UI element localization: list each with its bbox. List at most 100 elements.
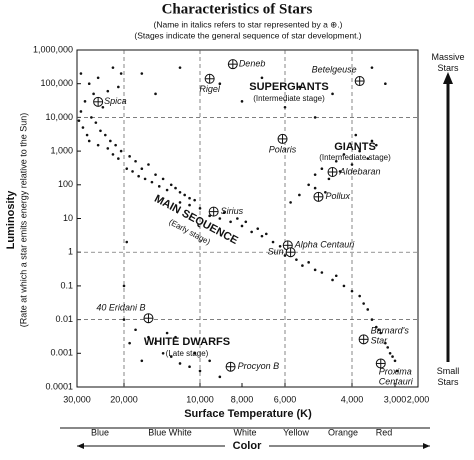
star-dot [147,335,150,339]
star-dot [358,149,361,153]
star-dot [250,230,253,234]
star-dot [240,100,244,103]
y-tick-label: 0.0001 [45,381,73,391]
star-dot [350,163,354,166]
star-dot [134,159,137,163]
star-dot [117,85,120,89]
star-dot [289,201,292,204]
y-tick-label: 10,000 [45,112,73,122]
y-axis-sublabel: (Rate at which a star emits energy relat… [18,113,28,328]
star-dot [101,105,105,109]
star-dot [122,318,126,321]
star-dot [83,100,87,103]
star-dot [395,369,399,373]
star-dot [334,274,338,278]
star-dot [354,133,358,137]
star-dot [260,234,264,238]
region-label: WHITE DWARFS [144,336,230,348]
star-dot [327,177,331,181]
star-dot [131,170,134,173]
star-dot [96,143,100,147]
star-dot [137,174,140,178]
star-dot [218,375,222,379]
star-label: Alpha Centauri [294,240,356,250]
star-label: Sun [268,247,284,257]
x-tick-label: 6,000 [274,394,297,404]
star-dot [384,82,387,85]
star-dot [122,284,126,288]
color-name: Blue White [148,427,192,437]
named-star [327,166,338,177]
star-dot [77,119,81,122]
star-dot [244,220,248,224]
star-dot [178,362,182,365]
named-star [358,334,369,345]
star-dot [81,126,85,129]
star-dot [278,244,282,248]
star-label: Polaris [269,144,297,154]
star-dot [169,355,173,358]
star-dot [134,328,137,332]
star-dot [85,133,89,137]
named-star [227,59,238,70]
star-dot [384,341,387,345]
star-label: Proxima Centauri [379,367,414,387]
star-dot [313,116,317,119]
star-dot [236,217,239,220]
star-dot [174,335,177,339]
star-dot [307,183,310,187]
star-dot [374,325,378,329]
star-dot [104,133,107,137]
star-dot [350,289,354,293]
star-dot [106,89,110,93]
star-dot [331,278,334,282]
star-dot [90,116,93,119]
x-tick-label: 20,000 [110,394,138,404]
mass-label: Massive Stars [431,52,464,73]
y-axis-label: Luminosity [5,190,17,250]
star-dot [94,121,98,124]
star-dot [154,173,157,176]
star-dot [386,346,390,349]
color-name: Yellow [283,427,309,437]
star-label: Pollux [325,191,350,201]
star-dot [271,240,275,244]
y-tick-label: 1,000,000 [33,44,73,54]
y-tick-label: 0.001 [50,348,73,358]
star-dot [161,352,165,355]
star-dot [92,92,95,96]
star-label: Barnard's Star [371,326,410,346]
star-dot [313,268,317,272]
star-dot [125,240,129,244]
star-dot [283,254,287,257]
star-dot [295,258,298,261]
label-bg [225,439,269,453]
star-dot [99,129,102,133]
star-dot [218,217,222,220]
star-dot [342,284,346,288]
subtitle: (Stages indicate the general sequence of… [134,30,361,40]
star-dot [161,177,165,181]
star-dot [391,355,394,358]
star-dot [128,155,131,158]
star-dot [188,196,191,200]
star-dot [165,188,169,192]
star-dot [208,359,211,363]
star-dot [366,157,370,160]
region-stage: (Intermediate stage) [319,153,391,162]
star-label: Deneb [239,59,266,69]
star-dot [370,66,374,69]
color-name: White [233,427,256,437]
region-stage: (Intermediate stage) [253,94,325,103]
star-dot [87,82,91,85]
star-dot [169,183,173,187]
named-star [313,191,324,202]
mass-label: Small Stars [437,366,460,387]
star-dot [198,369,202,373]
star-dot [393,359,397,363]
star-dot [165,331,169,335]
named-star [208,206,219,217]
star-dot [218,82,222,85]
y-tick-label: 1,000 [50,145,73,155]
